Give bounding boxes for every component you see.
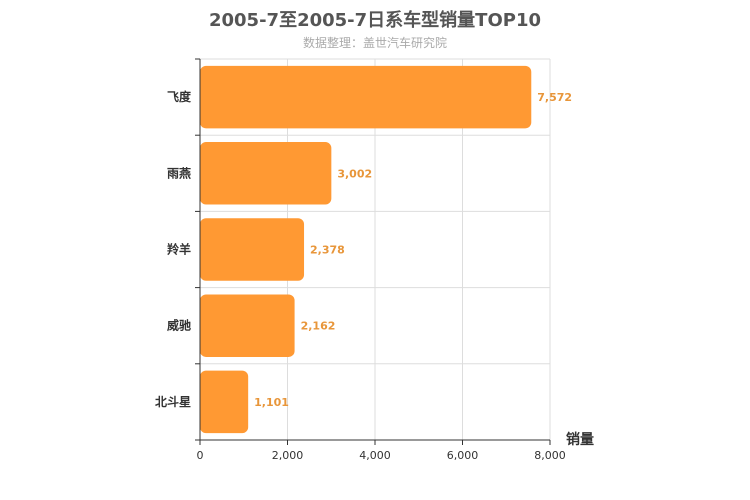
bar-value-label: 2,378	[310, 244, 345, 257]
bar	[200, 294, 295, 357]
category-label: 飞度	[167, 89, 192, 104]
bar	[200, 65, 532, 129]
bar-value-label: 7,572	[537, 91, 572, 104]
category-label: 威驰	[167, 318, 191, 333]
value-labels: 7,572 3,002 2,378 2,162 1,101	[254, 91, 572, 409]
chart-title: 2005-7至2005-7日系车型销量TOP10	[208, 10, 541, 31]
bar-value-label: 3,002	[337, 167, 372, 180]
chart-subtitle: 数据整理：盖世汽车研究院	[302, 36, 447, 50]
axes	[195, 58, 551, 445]
x-tick-label: 8,000	[534, 449, 566, 462]
x-tick-labels: 0 2,000 4,000 6,000 8,000	[197, 449, 566, 462]
bar-value-label: 2,162	[301, 320, 336, 333]
bar	[200, 218, 305, 281]
x-axis-title: 销量	[566, 431, 594, 448]
category-label: 羚羊	[167, 242, 191, 257]
x-tick-label: 0	[197, 449, 204, 462]
x-tick-label: 6,000	[447, 449, 479, 462]
x-tick-label: 2,000	[272, 449, 304, 462]
x-tick-label: 4,000	[359, 449, 391, 462]
bar	[200, 142, 332, 205]
bar	[200, 370, 249, 434]
category-label: 雨燕	[167, 165, 191, 180]
bars	[200, 65, 532, 434]
bar-value-label: 1,101	[254, 396, 289, 409]
category-label: 北斗星	[155, 394, 191, 409]
